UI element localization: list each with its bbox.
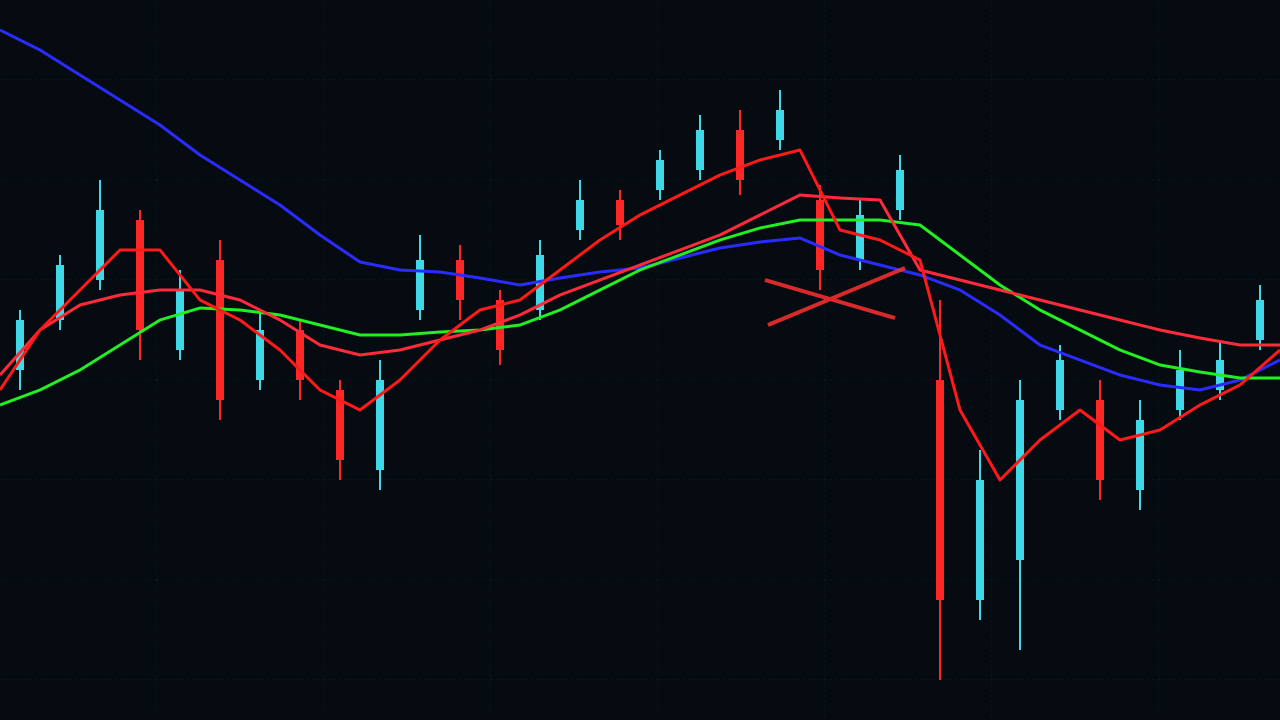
candle-body [16,320,24,370]
candle-body [176,290,184,350]
cross-stroke [767,266,906,327]
candle-body [1016,400,1024,560]
candle-body [496,300,504,350]
moving-average-line [0,28,1280,392]
candle-body [576,200,584,230]
candle-body [136,220,144,330]
candle-body [696,130,704,170]
candle-body [1096,400,1104,480]
candle-body [856,215,864,260]
candle-body [456,260,464,300]
candle-body [656,160,664,190]
candle-body [336,390,344,460]
moving-average-line [0,193,1280,376]
candle-body [776,110,784,140]
candle-body [216,260,224,400]
candle-body [376,380,384,470]
moving-average-line [0,218,1280,407]
candle-body [616,200,624,225]
candle-body [896,170,904,210]
candle-body [736,130,744,180]
candle-body [1176,370,1184,410]
candle-body [1136,420,1144,490]
cross-annotation [764,266,906,327]
candle-body [1256,300,1264,340]
lines [0,28,1280,482]
candle-body [416,260,424,310]
moving-average-line [0,148,1280,482]
candle-body [96,210,104,280]
candle-body [816,200,824,270]
candle-body [296,330,304,380]
candle-body [256,330,264,380]
candle-body [976,480,984,600]
candle-body [56,265,64,320]
candle-body [1056,360,1064,410]
candle-body [936,380,944,600]
